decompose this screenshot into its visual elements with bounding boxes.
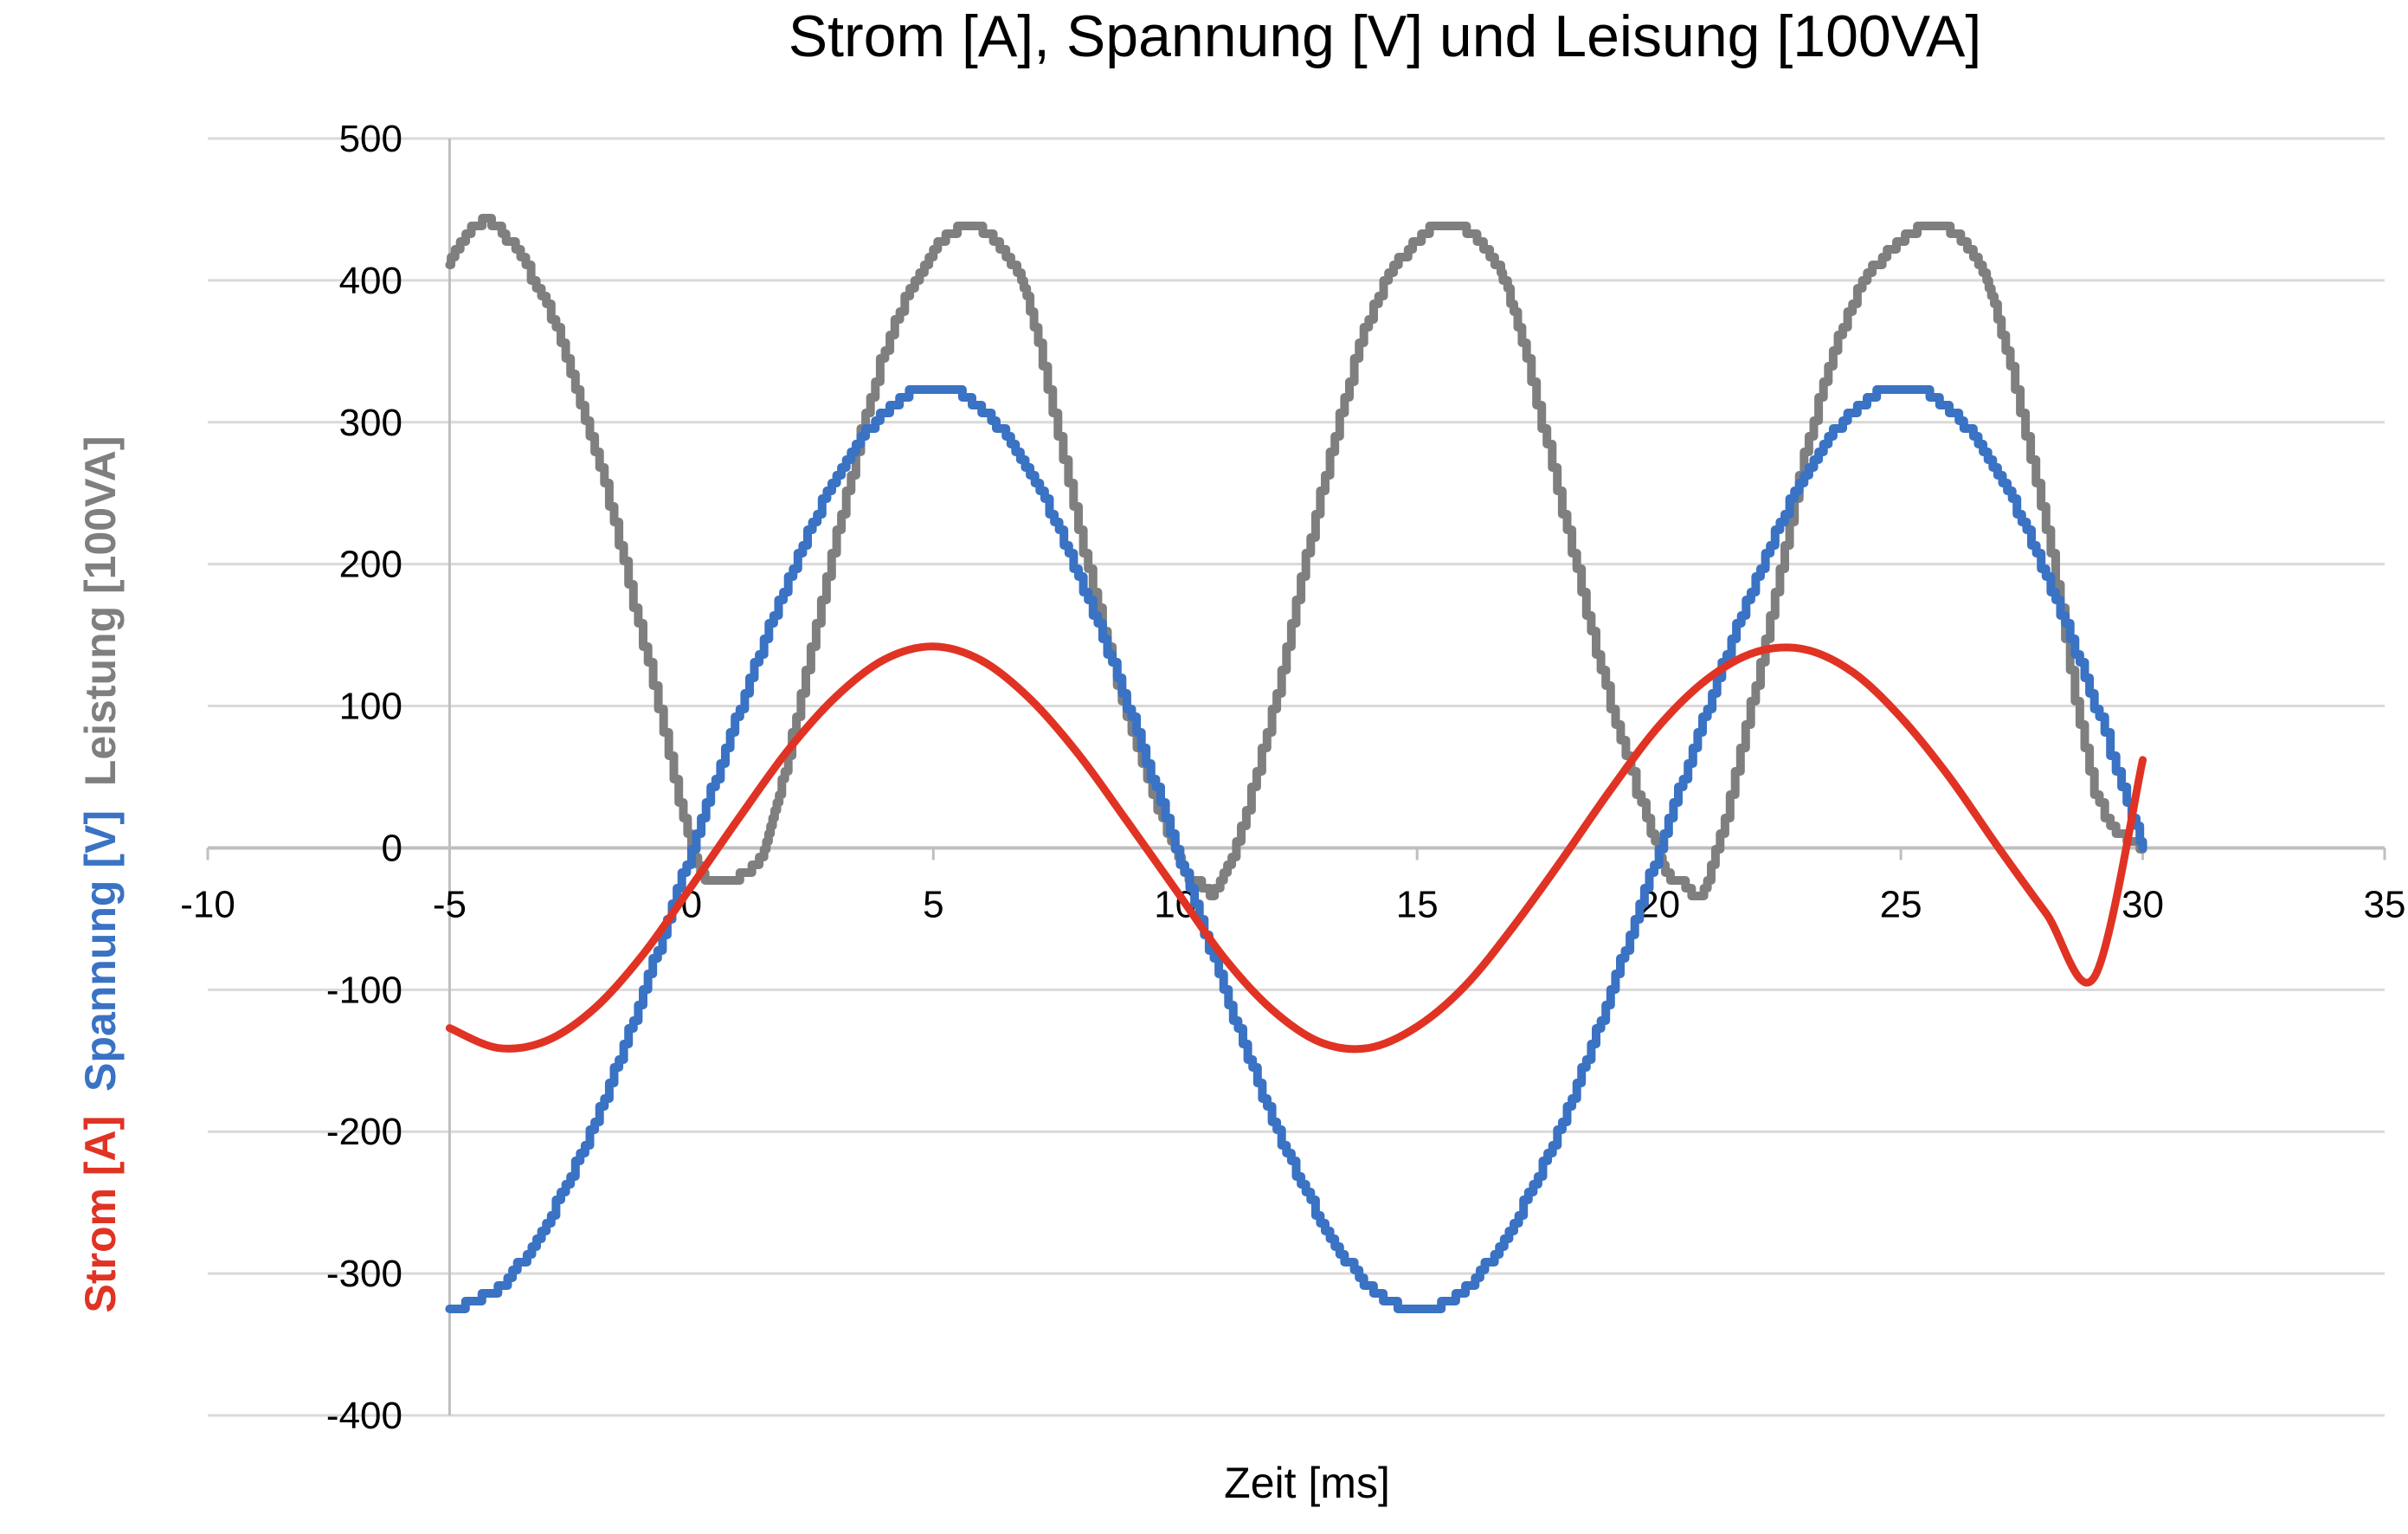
x-tick-label: 30 xyxy=(2121,883,2164,925)
y-tick-label: -400 xyxy=(326,1395,402,1437)
series-lines xyxy=(449,218,2142,1309)
y-tick-label: 300 xyxy=(339,402,402,444)
y-tick-label: 100 xyxy=(339,686,402,728)
x-tick-label: 25 xyxy=(1880,883,1922,925)
y-tick-label: -200 xyxy=(326,1111,402,1153)
x-tick-label: -10 xyxy=(180,883,235,925)
y-tick-label: -300 xyxy=(326,1253,402,1295)
x-tick-label: 35 xyxy=(2364,883,2406,925)
gridlines xyxy=(208,139,2385,1415)
chart-title: Strom [A], Spannung [V] und Leisung [100… xyxy=(789,3,1982,69)
y-axis-label-part: Strom [A] xyxy=(76,1116,125,1313)
y-tick-labels: -400 -300 -200 -100 0 100 200 300 400 500 xyxy=(326,118,402,1437)
x-axis-label: Zeit [ms] xyxy=(1224,1459,1390,1507)
y-axis-label-part: Leistung [100VA] xyxy=(76,436,125,810)
axes xyxy=(208,139,2385,1415)
series-line-3 xyxy=(449,218,2142,896)
y-tick-label: 400 xyxy=(339,260,402,302)
y-tick-label: -100 xyxy=(326,969,402,1011)
y-tick-label: 500 xyxy=(339,118,402,160)
x-tick-label: 15 xyxy=(1396,883,1439,925)
x-tick-label: 5 xyxy=(923,883,943,925)
y-axis-label-part: Spannung [V] xyxy=(76,810,125,1116)
x-tick-labels: -10 -5 0 5 10 15 20 25 30 35 xyxy=(180,883,2405,925)
y-tick-label: 200 xyxy=(339,544,402,586)
y-tick-label: 0 xyxy=(382,827,402,869)
x-tick-label: -5 xyxy=(433,883,467,925)
y-axis-label: Strom [A] Spannung [V] Leistung [100VA] xyxy=(76,436,125,1313)
